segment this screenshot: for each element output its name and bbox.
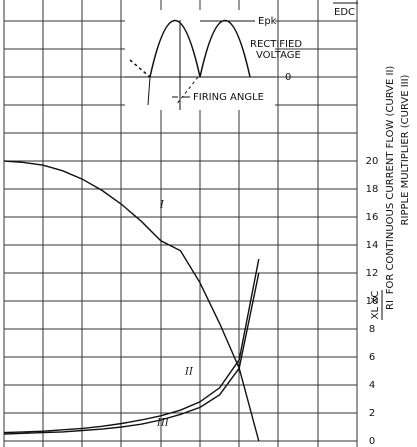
y-tick-label: 14 — [366, 240, 379, 251]
inset-text: VOLTAGE — [256, 50, 301, 61]
curve-label: II — [184, 367, 194, 378]
inset-zero: 0 — [285, 72, 291, 83]
edc-label: EDC — [334, 7, 355, 18]
curve-label: I — [159, 200, 165, 211]
y-tick-label: 4 — [369, 380, 375, 391]
y-label-num: XL XC — [370, 291, 381, 320]
inset-firing: FIRING ANGLE — [193, 92, 264, 103]
y-tick-label: 18 — [366, 184, 379, 195]
curve — [3, 258, 260, 434]
y-label-2: RIPPLE MULTIPLIER (CURVE III) — [400, 74, 411, 225]
inset-peak: Epk — [258, 16, 277, 27]
y-tick-label: 20 — [366, 156, 379, 167]
y-label: FOR CONTINUOUS CURRENT FLOW (CURVE II) — [385, 66, 396, 295]
y-tick-label: 6 — [369, 352, 375, 363]
curve — [3, 160, 260, 442]
y-tick-label: 12 — [366, 268, 379, 279]
y-tick-label: 2 — [369, 408, 375, 419]
y-tick-label: 0 — [369, 436, 375, 447]
y-tick-label: 10 — [366, 296, 379, 307]
inset-text: RECTIFIED — [250, 39, 302, 50]
inset-bg — [125, 10, 275, 110]
curve — [3, 272, 260, 435]
y-label-den: RI — [385, 300, 396, 310]
inset-waveform — [125, 19, 275, 110]
y-tick-label: 16 — [366, 212, 379, 223]
y-tick-label: 8 — [369, 324, 375, 335]
curve-label: III — [156, 418, 170, 429]
